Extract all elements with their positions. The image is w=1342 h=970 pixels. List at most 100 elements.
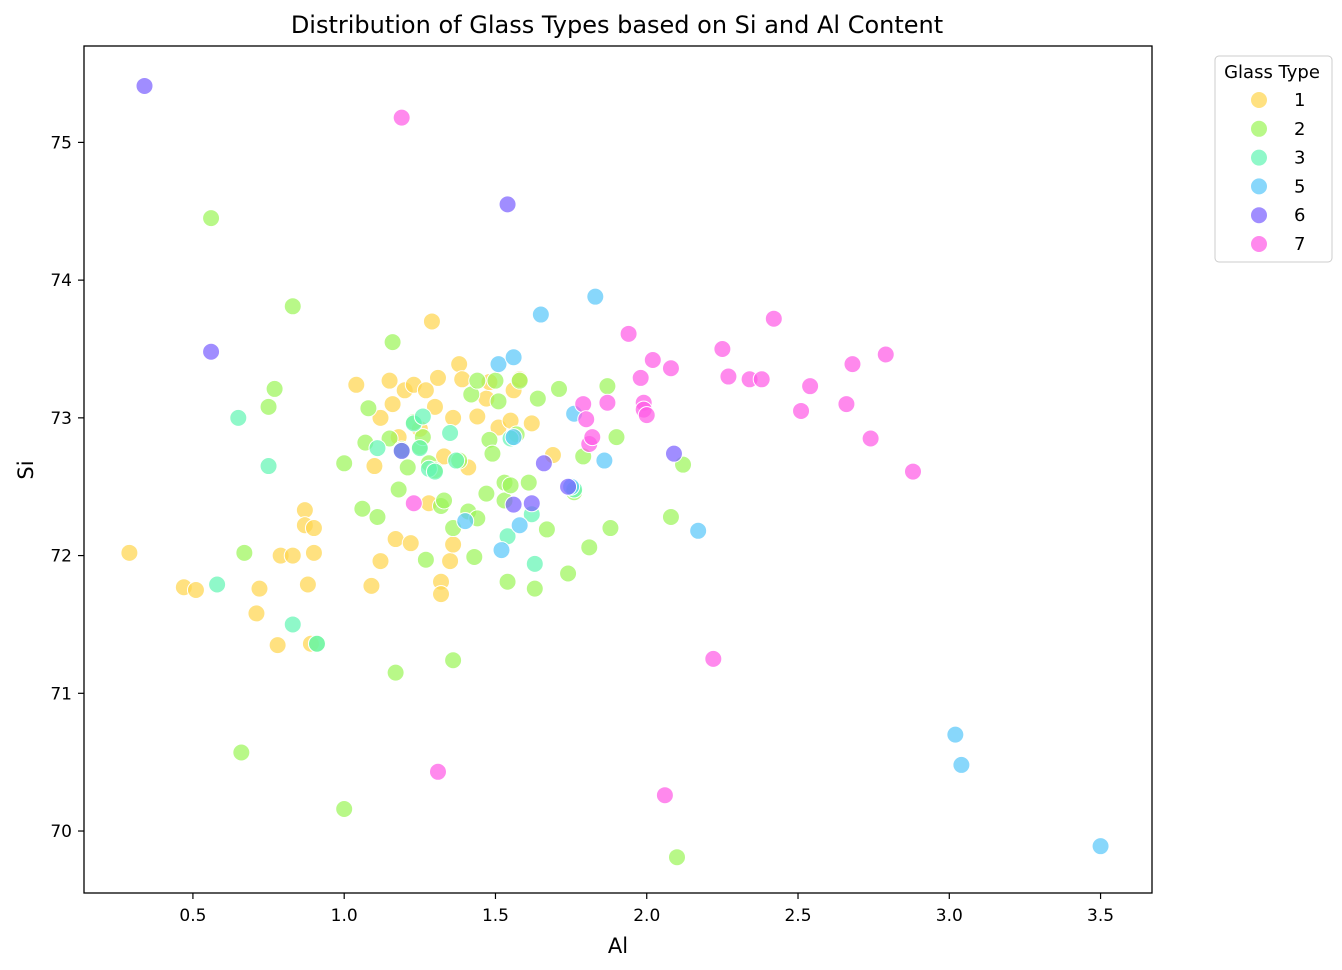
data-point <box>792 401 811 420</box>
data-point <box>444 651 463 670</box>
data-point <box>447 451 466 470</box>
data-point <box>295 501 314 520</box>
legend-marker <box>1250 235 1268 253</box>
legend-item-1[interactable]: 1 <box>1250 90 1306 111</box>
data-point <box>574 395 593 414</box>
y-tick-label: 74 <box>50 271 72 291</box>
data-point <box>801 377 820 396</box>
x-tick-label: 3.5 <box>1087 906 1114 926</box>
data-point <box>416 381 435 400</box>
data-point <box>283 546 302 565</box>
data-point <box>583 428 602 447</box>
data-point <box>425 462 444 481</box>
data-point <box>268 636 287 655</box>
series-glass-type-6 <box>135 76 683 514</box>
data-point <box>595 451 614 470</box>
data-point <box>425 397 444 416</box>
legend-marker <box>1250 91 1268 109</box>
data-point <box>444 408 463 427</box>
legend-marker <box>1250 177 1268 196</box>
data-point <box>522 494 541 513</box>
points-layer <box>120 76 1110 867</box>
data-point <box>383 333 402 352</box>
legend-item-7[interactable]: 7 <box>1250 234 1306 255</box>
data-point <box>489 355 508 374</box>
x-tick-label: 2.5 <box>784 906 811 926</box>
data-point <box>307 634 326 653</box>
y-axis-label: Si <box>14 460 38 479</box>
chart-title: Distribution of Glass Types based on Si … <box>291 11 943 39</box>
data-point <box>525 579 544 598</box>
y-axis: 70 71 72 73 74 75 <box>50 133 84 842</box>
data-point <box>362 576 381 595</box>
data-point <box>422 312 441 331</box>
legend-item-3[interactable]: 3 <box>1250 148 1306 169</box>
data-point <box>903 462 922 481</box>
legend-label: 5 <box>1294 176 1305 197</box>
data-point <box>398 458 417 477</box>
data-point <box>365 457 384 476</box>
y-tick-label: 73 <box>50 409 72 429</box>
data-point <box>601 519 620 538</box>
data-point <box>404 494 423 513</box>
data-point <box>465 547 484 566</box>
data-point <box>265 379 284 398</box>
x-tick-label: 0.5 <box>179 906 206 926</box>
data-point <box>483 444 502 463</box>
data-point <box>550 379 569 398</box>
data-point <box>537 520 556 539</box>
data-point <box>510 371 529 390</box>
data-point <box>667 848 686 867</box>
data-point <box>304 519 323 538</box>
data-point <box>186 581 205 600</box>
data-point <box>208 575 227 594</box>
data-point <box>764 309 783 328</box>
legend-marker <box>1250 206 1268 225</box>
legend-box <box>1214 55 1333 263</box>
series-glass-type-5 <box>456 287 1110 856</box>
data-point <box>428 368 447 387</box>
data-point <box>637 406 656 425</box>
data-point <box>837 395 856 414</box>
data-point <box>559 564 578 583</box>
data-point <box>504 348 523 367</box>
y-tick-label: 70 <box>50 822 72 842</box>
data-point <box>498 195 517 214</box>
data-point <box>229 408 248 427</box>
data-point <box>861 429 880 448</box>
data-point <box>946 725 965 744</box>
x-axis-label: Al <box>608 934 628 958</box>
data-point <box>486 371 505 390</box>
data-point <box>504 428 523 447</box>
data-point <box>519 473 538 492</box>
data-point <box>371 552 390 571</box>
x-axis: 0.5 1.0 1.5 2.0 2.5 3.0 3.5 <box>179 893 1114 926</box>
data-point <box>353 499 372 518</box>
data-point <box>580 538 599 557</box>
legend[interactable]: Glass Type 1 2 3 5 6 7 <box>1214 55 1333 263</box>
data-point <box>450 355 469 374</box>
data-point <box>392 441 411 460</box>
data-point <box>392 108 411 127</box>
data-point <box>501 476 520 495</box>
legend-item-2[interactable]: 2 <box>1250 119 1306 140</box>
data-point <box>577 410 596 429</box>
legend-item-6[interactable]: 6 <box>1250 205 1306 226</box>
data-point <box>631 368 650 387</box>
legend-label: 1 <box>1294 90 1305 111</box>
data-point <box>202 342 221 361</box>
data-point <box>952 755 971 774</box>
data-point <box>607 428 626 447</box>
data-point <box>232 743 251 762</box>
data-point <box>410 439 429 458</box>
data-point <box>432 585 451 604</box>
data-point <box>298 575 317 594</box>
data-point <box>386 530 405 549</box>
legend-item-5[interactable]: 5 <box>1250 176 1306 197</box>
data-point <box>441 552 460 571</box>
data-point <box>335 799 354 818</box>
data-point <box>713 339 732 358</box>
series-glass-type-2 <box>202 209 693 867</box>
